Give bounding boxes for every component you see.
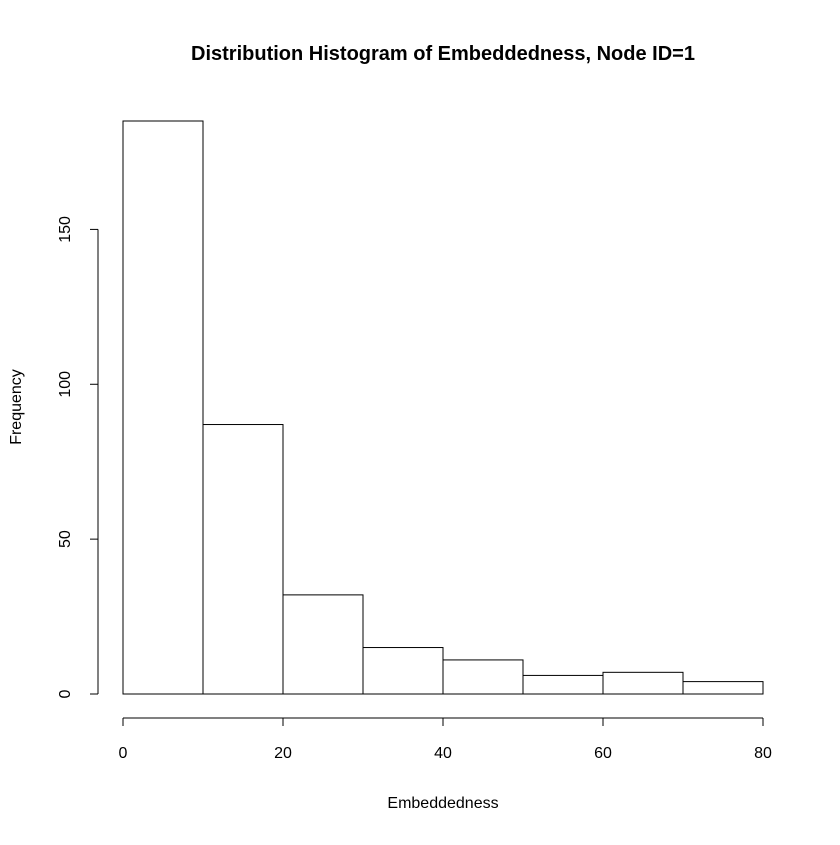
y-tick-label-0: 0 bbox=[57, 689, 74, 698]
y-tick-label-2: 100 bbox=[57, 371, 74, 398]
x-tick-label-0: 0 bbox=[119, 745, 128, 762]
y-tick-label-3: 150 bbox=[57, 216, 74, 243]
x-axis: 0 20 40 60 80 bbox=[119, 717, 772, 762]
y-axis: 0 50 100 150 bbox=[57, 216, 99, 698]
histogram-bar-3 bbox=[362, 647, 444, 695]
histogram-bar-1 bbox=[202, 424, 284, 695]
histogram-bar-5 bbox=[522, 674, 604, 695]
x-tick-label-4: 80 bbox=[754, 745, 772, 762]
y-axis-label: Frequency bbox=[8, 369, 25, 445]
x-tick-label-2: 40 bbox=[434, 745, 452, 762]
bars-group bbox=[122, 120, 764, 695]
y-tick-label-1: 50 bbox=[57, 530, 74, 548]
histogram-bar-2 bbox=[282, 594, 364, 695]
histogram-bar-4 bbox=[442, 659, 524, 695]
x-tick-label-1: 20 bbox=[274, 745, 292, 762]
histogram-bar-7 bbox=[682, 681, 764, 695]
histogram-bar-6 bbox=[602, 671, 684, 695]
x-tick-label-3: 60 bbox=[594, 745, 612, 762]
chart-title: Distribution Histogram of Embeddedness, … bbox=[191, 43, 695, 65]
x-axis-label: Embeddedness bbox=[387, 795, 498, 812]
histogram-bar-0 bbox=[122, 120, 204, 695]
